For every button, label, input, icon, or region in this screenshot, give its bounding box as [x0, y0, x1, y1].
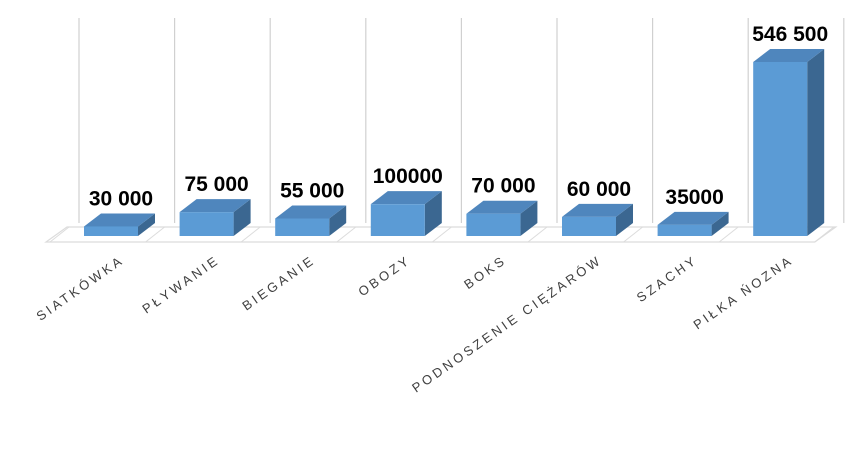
bar-side-face [807, 49, 825, 236]
category-label: OBOZY [355, 252, 413, 299]
floor-divider [718, 226, 739, 243]
floor-divider [623, 226, 643, 243]
chart-floor [44, 226, 838, 243]
category-labels: SIATKÓWKA PŁYWANIE BIEGANIE OBOZY BOKSPODNOS… [33, 252, 795, 395]
bar-top-face [179, 199, 251, 213]
data-label: 75 000 [184, 173, 248, 196]
data-label: 60 000 [567, 178, 631, 201]
bar-7 [657, 211, 729, 236]
data-label: 55 000 [280, 179, 344, 202]
bar-top-face [370, 191, 442, 205]
bar-top-face [466, 200, 538, 214]
bar-top-face [657, 211, 729, 225]
bar-1 [84, 213, 155, 236]
data-label: 30 000 [89, 187, 153, 210]
bar-top-face [753, 49, 825, 62]
floor-divider [145, 226, 165, 243]
floor-divider [814, 226, 835, 243]
data-labels: 30 000 75 000 55 000 100000 70 000 60 000 3500… [89, 23, 828, 210]
bar-front-face [562, 216, 616, 236]
category-label: SZACHY [634, 252, 701, 305]
bar-top-face [275, 205, 347, 219]
category-label: SIATKÓWKA [33, 252, 126, 324]
category-label: PODNOSZENIE CIĘŻARÓW [409, 252, 605, 395]
bar-2 [179, 199, 251, 236]
data-label: 546 500 [752, 23, 828, 46]
bar-side-face [520, 200, 538, 236]
bar-front-face [657, 224, 712, 236]
floor-divider [49, 226, 70, 243]
data-label: 35000 [665, 186, 723, 209]
bar-front-face [84, 226, 138, 236]
floor-divider [240, 226, 261, 243]
data-label: 100000 [373, 165, 443, 188]
bar-6 [562, 203, 633, 236]
bar-8 [753, 49, 825, 236]
bar-front-face [753, 62, 808, 236]
category-label: PŁYWANIE [139, 252, 222, 316]
bar-5 [466, 200, 538, 236]
bar-top-face [562, 203, 633, 217]
bar-3 [275, 205, 347, 236]
bar-side-face [138, 213, 155, 236]
bar-side-face [616, 203, 633, 236]
floor-divider [527, 226, 548, 243]
floor-divider [432, 226, 452, 243]
bar-front-face [275, 218, 330, 236]
bar-side-face [424, 191, 442, 236]
grid-lines [78, 18, 845, 223]
category-label: BOKS [461, 252, 509, 292]
bar-side-face [233, 199, 251, 236]
category-label: PIŁKA ŃOZNA [690, 252, 795, 332]
bar-side-face [711, 211, 729, 236]
bars [84, 49, 825, 236]
data-label: 70 000 [471, 175, 535, 198]
floor-divider [336, 226, 357, 243]
category-label: BIEGANIE [239, 252, 318, 313]
bar-4 [370, 191, 442, 236]
bar-front-face [466, 213, 521, 236]
bar-front-face [179, 212, 234, 236]
bar-side-face [329, 205, 347, 236]
bar-top-face [84, 213, 155, 227]
bar-front-face [370, 204, 425, 236]
